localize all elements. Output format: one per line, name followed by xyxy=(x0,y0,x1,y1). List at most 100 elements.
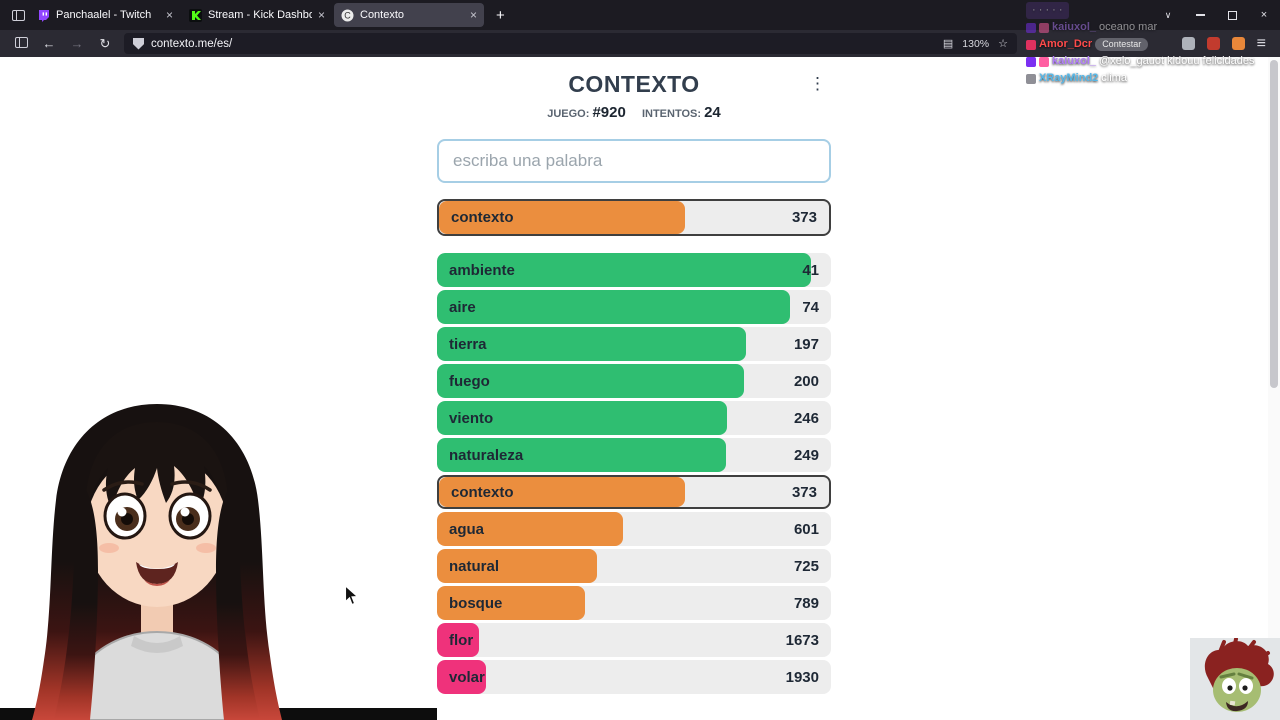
guess-labels: natural 725 xyxy=(437,549,831,583)
guess-word: fuego xyxy=(449,372,490,390)
guess-rank: 249 xyxy=(793,446,819,464)
zoom-level-badge[interactable]: 130% xyxy=(962,37,990,50)
page-title: CONTEXTO xyxy=(568,71,700,97)
avatar-bangs xyxy=(85,422,229,518)
guess-row: natural 725 xyxy=(437,549,831,583)
scrollbar-thumb[interactable] xyxy=(1270,60,1278,388)
tab-contexto[interactable]: C Contexto × xyxy=(334,3,484,27)
guess-rank: 74 xyxy=(802,298,819,316)
guess-bar-fill xyxy=(437,290,791,324)
firefox-view-icon[interactable] xyxy=(6,9,30,21)
maximize-icon xyxy=(1227,10,1237,20)
guess-rank: 789 xyxy=(793,594,819,612)
tab-close-icon[interactable]: × xyxy=(469,8,477,22)
guess-bar-fill xyxy=(437,512,623,546)
forward-button[interactable]: → xyxy=(70,36,84,51)
avatar-left-eye xyxy=(103,492,147,540)
chat-message: Amor_Dcr Contestar xyxy=(1026,36,1278,53)
extension-icon[interactable] xyxy=(1231,37,1245,50)
guess-bar-fill xyxy=(437,364,744,398)
guess-row: bosque 789 xyxy=(437,586,831,620)
contexto-favicon-icon: C xyxy=(341,9,354,21)
chat-username: kaiuxol_ xyxy=(1052,55,1097,67)
tab-list-chevron-icon[interactable]: ∨ xyxy=(1164,9,1172,20)
tab-kick[interactable]: Stream - Kick Dashboard × xyxy=(182,3,332,27)
avatar-hair-strand-right xyxy=(216,486,260,720)
guess-labels: ambiente 41 xyxy=(437,253,831,287)
guess-row: aire 74 xyxy=(437,290,831,324)
word-input[interactable] xyxy=(437,139,831,183)
chat-badge-icon xyxy=(1026,22,1036,33)
reload-button[interactable]: ↻ xyxy=(99,35,111,51)
guess-word: naturaleza xyxy=(449,446,524,464)
guess-rank: 373 xyxy=(791,209,817,226)
chat-text: oceano mar xyxy=(1099,21,1158,33)
guess-word: viento xyxy=(449,409,494,427)
back-button[interactable]: ← xyxy=(42,36,56,51)
tab-close-icon[interactable]: × xyxy=(317,8,325,22)
kick-favicon-icon xyxy=(189,8,202,22)
avatar-face xyxy=(86,453,228,607)
guess-labels: flor 1673 xyxy=(437,623,831,657)
url-bar[interactable]: contexto.me/es/ ▤ 130% ☆ xyxy=(124,33,1017,54)
guess-row: contexto 373 xyxy=(437,475,831,509)
browser-toolbar: ← → ↻ contexto.me/es/ ▤ 130% ☆ ≡ xyxy=(0,30,1280,57)
window-controls: ∨ × xyxy=(1152,0,1280,30)
window-glyph-icon xyxy=(11,9,25,21)
guess-rank: 41 xyxy=(802,261,819,279)
url-text[interactable]: contexto.me/es/ xyxy=(151,37,233,50)
chat-badge-icon xyxy=(1039,56,1049,67)
chat-username: XRayMind2 xyxy=(1039,72,1099,84)
tab-title: Stream - Kick Dashboard xyxy=(208,9,312,21)
extension-icon[interactable] xyxy=(1181,37,1195,50)
chat-text: · · · · · xyxy=(1032,4,1063,16)
guess-row: contexto 373 xyxy=(437,199,831,236)
guess-list: ambiente 41 aire 74 tierra 197 fuego 200 viento 2… xyxy=(437,253,831,694)
guess-rank: 1673 xyxy=(785,631,819,649)
guess-labels: tierra 197 xyxy=(437,327,831,361)
tab-close-icon[interactable]: × xyxy=(165,8,173,22)
guess-word: contexto xyxy=(451,209,514,226)
guess-word: ambiente xyxy=(449,261,515,279)
menu-hamburger-icon[interactable]: ≡ xyxy=(1256,34,1266,52)
game-meta: JUEGO: #920 INTENTOS: 24 xyxy=(437,104,831,123)
browser-tab-bar: Panchaalel - Twitch × Stream - Kick Dash… xyxy=(0,0,1280,30)
guess-bar-fill xyxy=(437,623,480,657)
chat-text: @xelo_gauot kidouu felicidades xyxy=(1099,55,1255,67)
guess-labels: naturaleza 249 xyxy=(437,438,831,472)
game-menu-kebab-icon[interactable]: ⋮ xyxy=(809,74,826,93)
new-tab-button[interactable]: + xyxy=(496,6,505,24)
guess-word: volar xyxy=(449,668,485,686)
sidebar-toggle-icon[interactable] xyxy=(8,36,34,51)
bookmark-star-icon[interactable]: ☆ xyxy=(998,38,1008,50)
guess-rank: 246 xyxy=(793,409,819,427)
guess-labels: agua 601 xyxy=(437,512,831,546)
guess-word: aire xyxy=(449,298,476,316)
chat-reply-pill[interactable]: Contestar xyxy=(1095,38,1149,51)
tracking-protection-shield-icon[interactable] xyxy=(133,37,144,50)
guess-rank: 601 xyxy=(793,520,819,538)
guess-labels: aire 74 xyxy=(437,290,831,324)
guess-word: agua xyxy=(449,520,485,538)
chat-message: kaiuxol_ oceano mar xyxy=(1026,19,1278,36)
tab-twitch[interactable]: Panchaalel - Twitch × xyxy=(30,3,180,27)
guess-labels: fuego 200 xyxy=(437,364,831,398)
page-scrollbar[interactable] xyxy=(1268,57,1280,720)
maximize-button[interactable] xyxy=(1216,0,1248,30)
pinned-guess: contexto 373 xyxy=(437,199,831,236)
extension-icon[interactable] xyxy=(1206,37,1220,50)
guess-rank: 1930 xyxy=(785,668,819,686)
reader-mode-icon[interactable]: ▤ xyxy=(942,38,954,50)
minimize-button[interactable] xyxy=(1184,0,1216,30)
contexto-game: CONTEXTO ⋮ JUEGO: #920 INTENTOS: 24 cont… xyxy=(437,57,831,694)
guess-bar-fill xyxy=(439,201,685,234)
avatar-collar xyxy=(131,636,183,653)
guess-labels: bosque 789 xyxy=(437,586,831,620)
tab-title: Contexto xyxy=(360,9,405,21)
guess-bar-fill xyxy=(437,586,586,620)
chat-message: kaiuxol_ @xelo_gauot kidouu felicidades xyxy=(1026,53,1278,70)
guess-word: contexto xyxy=(451,483,514,501)
game-number-label: JUEGO: xyxy=(547,108,590,120)
guess-word: natural xyxy=(449,557,500,575)
close-window-button[interactable]: × xyxy=(1260,9,1268,21)
